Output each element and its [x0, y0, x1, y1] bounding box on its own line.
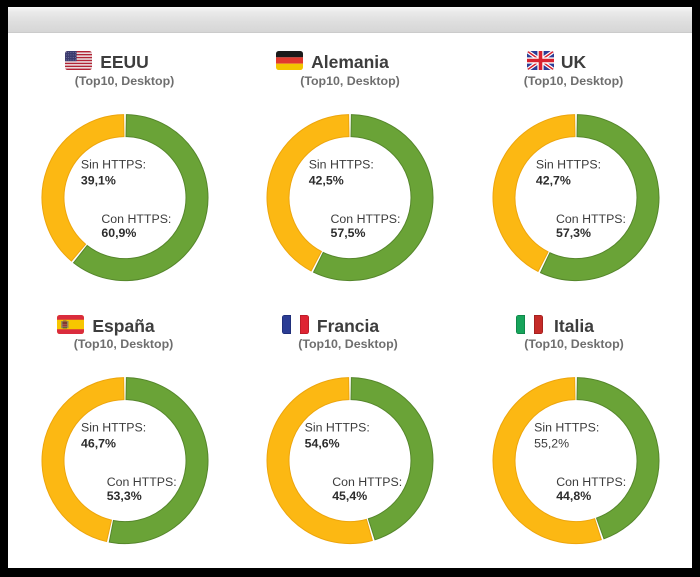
- svg-text:Con HTTPS:: Con HTTPS:: [101, 212, 171, 226]
- svg-text:Con HTTPS:: Con HTTPS:: [106, 475, 176, 489]
- svg-text:Sin HTTPS:: Sin HTTPS:: [309, 158, 374, 172]
- svg-text:53,3%: 53,3%: [106, 490, 141, 504]
- svg-text:Con HTTPS:: Con HTTPS:: [331, 212, 401, 226]
- svg-text:Con HTTPS:: Con HTTPS:: [332, 475, 402, 489]
- svg-text:Con HTTPS:: Con HTTPS:: [556, 212, 626, 226]
- svg-text:Con HTTPS:: Con HTTPS:: [556, 475, 626, 489]
- svg-text:Sin HTTPS:: Sin HTTPS:: [81, 421, 146, 435]
- svg-text:57,5%: 57,5%: [331, 227, 366, 241]
- svg-text:Sin HTTPS:: Sin HTTPS:: [305, 421, 370, 435]
- svg-text:60,9%: 60,9%: [101, 227, 136, 241]
- svg-text:44,8%: 44,8%: [556, 490, 591, 504]
- svg-text:42,7%: 42,7%: [535, 174, 570, 188]
- svg-text:54,6%: 54,6%: [305, 437, 340, 451]
- svg-text:42,5%: 42,5%: [309, 174, 344, 188]
- svg-text:57,3%: 57,3%: [556, 227, 591, 241]
- svg-text:Sin HTTPS:: Sin HTTPS:: [534, 421, 599, 435]
- svg-text:Sin HTTPS:: Sin HTTPS:: [80, 158, 145, 172]
- svg-text:39,1%: 39,1%: [80, 174, 115, 188]
- svg-text:55,2%: 55,2%: [534, 437, 569, 451]
- svg-text:46,7%: 46,7%: [81, 437, 116, 451]
- svg-text:45,4%: 45,4%: [332, 490, 367, 504]
- svg-text:Sin HTTPS:: Sin HTTPS:: [535, 158, 600, 172]
